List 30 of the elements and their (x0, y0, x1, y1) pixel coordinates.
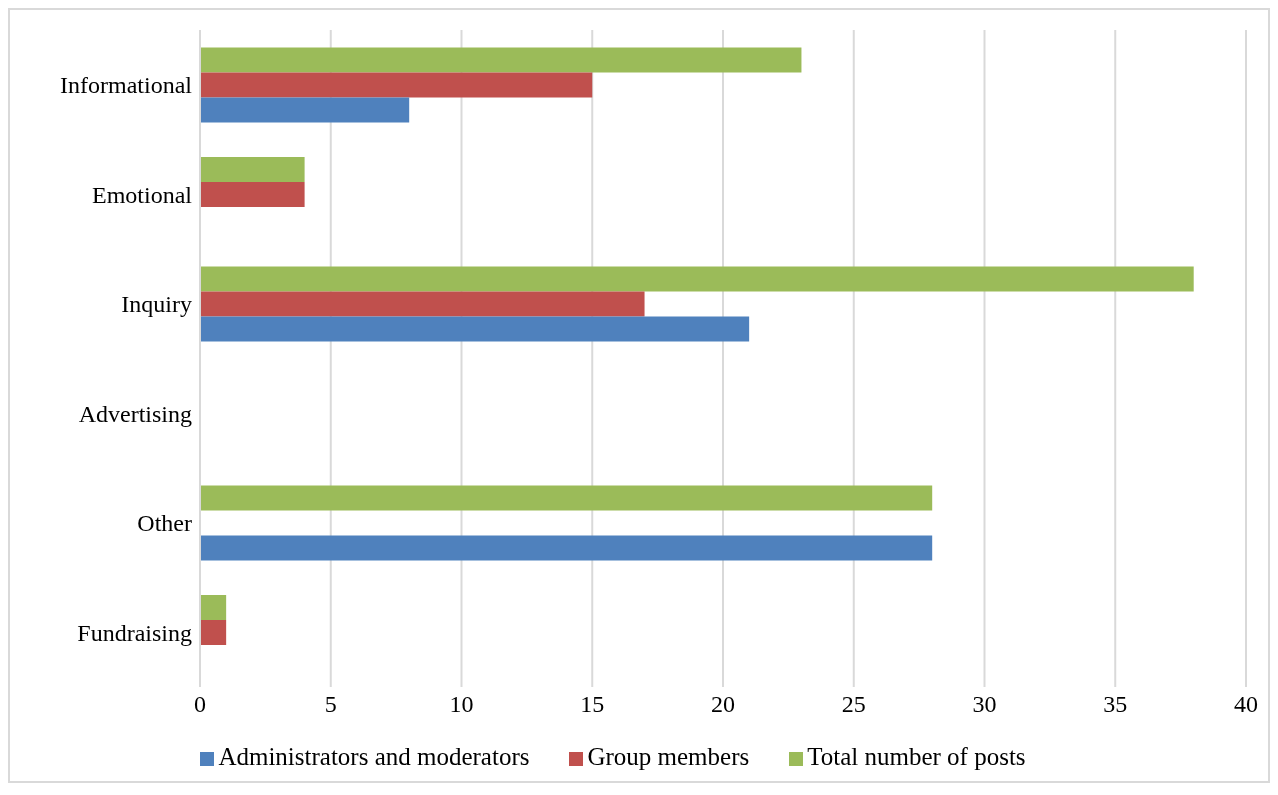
bar (200, 316, 750, 342)
bar (200, 620, 227, 646)
y-tick-label: Fundraising (77, 619, 192, 646)
x-tick-label: 20 (711, 691, 735, 718)
bar (200, 266, 1194, 292)
x-tick-label: 40 (1234, 691, 1258, 718)
bar (200, 291, 645, 317)
bar (200, 485, 933, 511)
legend-label: Group members (587, 743, 750, 770)
bar (200, 182, 305, 208)
y-tick-label: Emotional (92, 181, 193, 208)
bar (200, 157, 305, 183)
x-tick-label: 15 (580, 691, 605, 718)
y-tick-label: Advertising (78, 400, 192, 427)
y-tick-label: Informational (60, 72, 193, 99)
x-tick-label: 0 (194, 691, 206, 718)
y-tick-label: Other (137, 510, 192, 537)
bar (200, 97, 410, 123)
x-tick-label: 30 (972, 691, 997, 718)
bar (200, 47, 802, 73)
bar (200, 535, 933, 561)
bar (200, 72, 593, 98)
bar (200, 595, 227, 621)
x-tick-label: 10 (449, 691, 474, 718)
x-tick-label: 35 (1103, 691, 1128, 718)
y-tick-label: Inquiry (121, 291, 192, 318)
x-tick-label: 25 (841, 691, 866, 718)
legend-label: Administrators and moderators (218, 743, 530, 770)
x-tick-label: 5 (324, 691, 337, 718)
legend-label: Total number of posts (807, 743, 1026, 770)
